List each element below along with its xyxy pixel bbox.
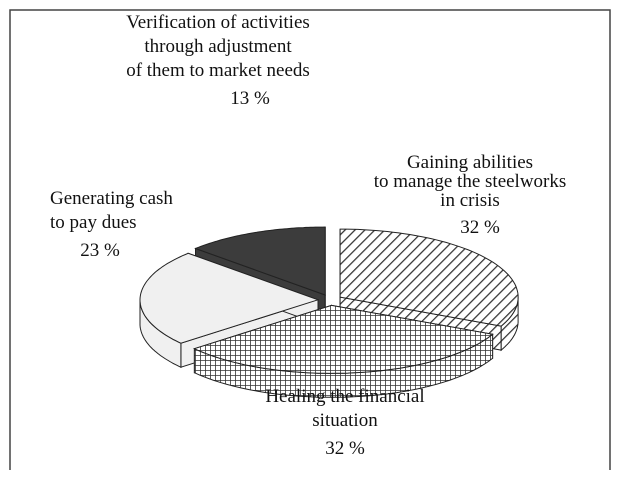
category-label: Gaining abilities to manage the steelwork… bbox=[374, 152, 567, 211]
category-label: Verification of activities through adjust… bbox=[126, 12, 310, 81]
slice bbox=[139, 252, 320, 344]
value-label: 23 % bbox=[80, 240, 120, 261]
category-label: Healing the financial situation bbox=[265, 386, 424, 431]
frame bbox=[9, 9, 611, 470]
slice bbox=[339, 228, 519, 327]
slice bbox=[192, 304, 494, 374]
value-label: 32 % bbox=[325, 438, 365, 459]
slice bbox=[194, 226, 326, 296]
value-label: 32 % bbox=[460, 217, 500, 238]
value-label: 13 % bbox=[230, 88, 270, 109]
category-label: Generating cash to pay dues bbox=[50, 188, 173, 233]
